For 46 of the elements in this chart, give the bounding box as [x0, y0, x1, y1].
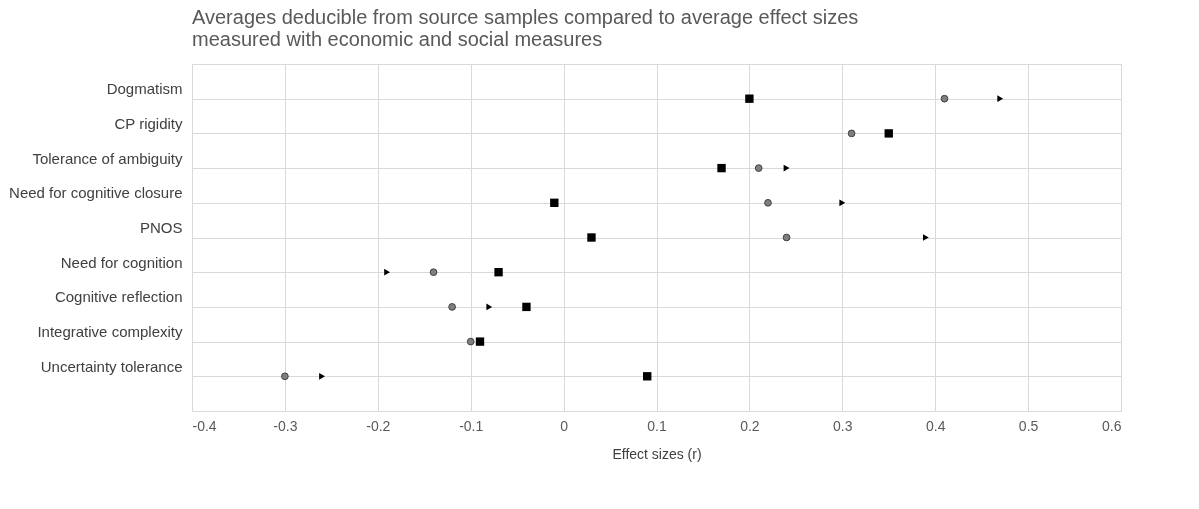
- point: [764, 198, 772, 207]
- point: [384, 268, 390, 276]
- y-tick-label: Need for cognitive closure: [9, 184, 183, 202]
- point: [940, 94, 949, 103]
- point: [494, 268, 503, 277]
- x-tick-label: -0.3: [273, 417, 298, 434]
- x-tick-label: -0.1: [459, 417, 484, 434]
- x-tick-label: -0.4: [192, 417, 217, 434]
- point: [745, 94, 754, 103]
- y-tick-label: Uncertainty tolerance: [40, 357, 183, 375]
- point: [522, 302, 531, 312]
- point: [486, 303, 493, 311]
- y-tick-label: PNOS: [139, 219, 183, 236]
- y-tick-label: Integrative complexity: [37, 323, 183, 341]
- x-tick-label: 0.1: [647, 417, 667, 434]
- point: [997, 95, 1004, 103]
- point: [475, 337, 485, 346]
- point: [782, 233, 791, 242]
- point: [847, 129, 856, 138]
- y-tick-label: Cognitive reflection: [54, 288, 183, 306]
- point: [429, 268, 438, 277]
- point: [884, 129, 893, 138]
- y-tick-label: CP rigidity: [114, 114, 183, 132]
- x-tick-label: 0.4: [925, 417, 946, 434]
- y-tick-label: Tolerance of ambiguity: [32, 149, 183, 167]
- point: [717, 163, 726, 173]
- point: [281, 372, 289, 381]
- point: [550, 198, 559, 207]
- chart-title: Averages deducible from source samples compared to average effect sizes measured with economic and social measures: [192, 6, 859, 50]
- x-tick-label: 0.2: [740, 417, 760, 434]
- point: [466, 337, 475, 346]
- point: [923, 234, 929, 241]
- point: [643, 372, 652, 381]
- x-tick-label: 0: [560, 417, 569, 434]
- point: [587, 233, 596, 242]
- x-tick-label: 0.5: [1018, 417, 1039, 434]
- y-tick-label: Need for cognition: [60, 253, 183, 271]
- x-tick-label: 0.3: [833, 417, 853, 434]
- y-tick-label: Dogmatism: [106, 80, 183, 98]
- x-tick-label: 0.6: [1102, 417, 1122, 434]
- x-tick-label: -0.2: [366, 417, 391, 434]
- point: [448, 303, 456, 311]
- point: [319, 372, 325, 380]
- x-axis-title: Effect sizes (r): [612, 445, 702, 462]
- point: [754, 164, 763, 172]
- point: [839, 199, 846, 207]
